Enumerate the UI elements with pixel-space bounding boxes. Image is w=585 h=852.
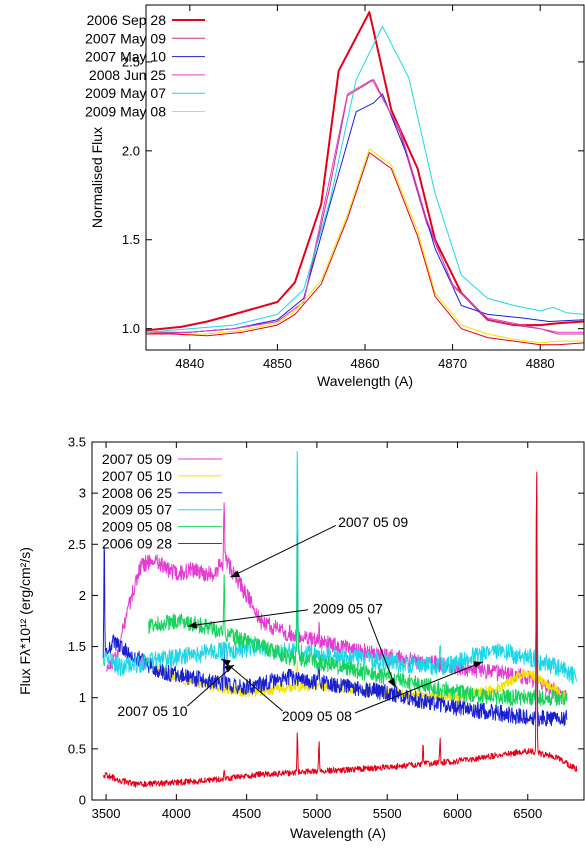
chart-bottom-absolute-flux: 3500 4000 4500 5000 5500 6000 6500 0 0.5 1 1.5 2 2.5… xyxy=(17,435,585,841)
chart-top-normalised-flux: 4840 4850 4860 4870 4880 1.0 1.5 2.0 2.5 Waveleng… xyxy=(85,4,585,389)
plot-frame xyxy=(145,4,585,351)
annotation-arrow xyxy=(186,664,235,707)
y-tick-label: 0 xyxy=(79,793,86,808)
y-axis-label: Normalised Flux xyxy=(89,127,105,228)
annotation-arrow xyxy=(354,661,483,714)
series-line xyxy=(146,25,584,333)
x-tick-label: 4860 xyxy=(351,356,380,371)
annotation-label: 2009 05 07 xyxy=(313,601,383,617)
x-axis-label: Wavelength (A) xyxy=(290,825,386,841)
annotation-arrowhead xyxy=(473,661,483,669)
x-tick-label: 3500 xyxy=(92,806,121,821)
x-tick-label: 6000 xyxy=(443,806,472,821)
x-tick-label: 6500 xyxy=(513,806,542,821)
x-tick-label: 4850 xyxy=(263,356,292,371)
y-tick-label: 1.5 xyxy=(122,232,140,247)
x-tick-label: 5500 xyxy=(373,806,402,821)
y-tick-label: 2 xyxy=(79,588,86,603)
series-line xyxy=(146,93,584,335)
series-line xyxy=(146,152,584,346)
plot-area xyxy=(146,11,584,346)
annotation-arrow xyxy=(230,524,337,578)
series-line xyxy=(146,79,584,335)
legend-label: 2009 May 07 xyxy=(85,85,166,101)
series-line xyxy=(146,11,584,332)
annotation-arrowhead xyxy=(224,664,234,673)
legend-label: 2008 06 25 xyxy=(102,485,172,501)
y-tick-label: 0.5 xyxy=(68,741,86,756)
legend-label: 2007 05 09 xyxy=(102,451,172,467)
x-tick-label: 4500 xyxy=(232,806,261,821)
legend-label: 2009 05 08 xyxy=(102,519,172,535)
legend-label: 2009 May 08 xyxy=(85,104,166,120)
x-tick-label: 4840 xyxy=(175,356,204,371)
series-line xyxy=(102,451,578,685)
legend-label: 2007 May 10 xyxy=(85,49,166,65)
series-line xyxy=(102,545,568,727)
series-line xyxy=(146,79,584,335)
annotation-arrowhead xyxy=(187,621,197,629)
y-tick-label: 2.5 xyxy=(68,537,86,552)
annotation-arrowhead xyxy=(387,677,396,688)
annotation-arrowhead xyxy=(221,658,231,667)
series-line xyxy=(147,516,568,707)
x-axis-label: Wavelength (A) xyxy=(317,373,413,389)
legend-label: 2008 Jun 25 xyxy=(89,67,166,83)
annotation-arrow xyxy=(368,617,397,688)
y-tick-label: 3.5 xyxy=(68,435,86,450)
series-line xyxy=(146,148,584,344)
x-tick-label: 4870 xyxy=(438,356,467,371)
series-line xyxy=(105,502,568,701)
annotation-label: 2007 05 09 xyxy=(338,514,408,530)
y-tick-label: 1.5 xyxy=(68,639,86,654)
legend-label: 2006 Sep 28 xyxy=(87,12,167,28)
annotation-label: 2009 05 08 xyxy=(282,708,352,724)
annotation-label: 2007 05 10 xyxy=(117,703,187,719)
x-tick-label: 4880 xyxy=(526,356,555,371)
y-axis-label: Flux Fλ*10¹² (erg/cm²/s) xyxy=(17,547,33,695)
y-tick-label: 1.0 xyxy=(122,321,140,336)
y-tick-label: 1 xyxy=(79,690,86,705)
annotation-arrowhead xyxy=(230,570,241,578)
legend-label: 2009 05 07 xyxy=(102,502,172,518)
series-line xyxy=(102,471,578,788)
annotation-arrow xyxy=(221,658,283,712)
y-tick-label: 2.5 xyxy=(122,54,140,69)
plot-frame xyxy=(91,441,585,801)
legend-label: 2007 05 10 xyxy=(102,468,172,484)
plot-area xyxy=(102,451,578,788)
y-tick-label: 3 xyxy=(79,486,86,501)
legend-label: 2007 May 09 xyxy=(85,30,166,46)
x-tick-label: 4000 xyxy=(162,806,191,821)
y-tick-label: 2.0 xyxy=(122,143,140,158)
x-tick-label: 5000 xyxy=(302,806,331,821)
legend-label: 2006 09 28 xyxy=(102,536,172,552)
annotation-arrow xyxy=(187,609,309,627)
